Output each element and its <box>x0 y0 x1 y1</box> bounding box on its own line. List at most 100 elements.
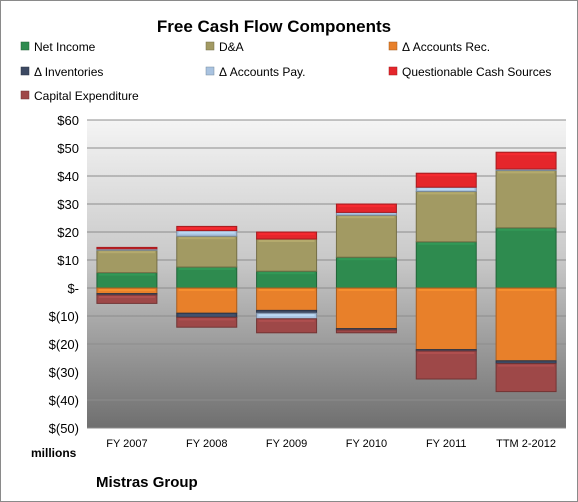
bar-highlight <box>338 205 395 207</box>
bar-segment <box>176 235 238 268</box>
y-tick-label: $10 <box>57 253 79 268</box>
bar-segment <box>335 287 397 330</box>
bar-segment <box>96 249 158 274</box>
legend-label: Capital Expenditure <box>34 89 139 103</box>
bar-highlight <box>498 153 555 156</box>
y-tick-label: $- <box>67 281 79 296</box>
x-tick-label: FY 2010 <box>346 438 387 450</box>
legend: Net Income D&A Δ Accounts Rec. Δ Inventorie… <box>20 40 551 103</box>
legend-swatch <box>388 41 398 51</box>
company-label: Mistras Group <box>96 474 198 491</box>
bar-segment <box>415 190 477 243</box>
plot-area <box>87 120 566 428</box>
legend-swatch <box>205 66 215 76</box>
bar-segment <box>495 227 557 289</box>
x-tick-label: TTM 2-2012 <box>496 438 556 450</box>
legend-item: Δ Accounts Pay. <box>205 65 306 79</box>
bar-highlight <box>258 272 315 275</box>
legend-label: Questionable Cash Sources <box>402 65 551 79</box>
bar-segment <box>176 316 238 328</box>
bar-segment <box>256 287 318 311</box>
bar-segment <box>415 287 477 351</box>
bar-highlight <box>98 289 155 291</box>
bar-segment <box>335 203 397 213</box>
bar-segment <box>256 238 318 272</box>
bar-highlight <box>418 242 475 245</box>
chart-title: Free Cash Flow Components <box>157 17 391 36</box>
bar-highlight <box>178 314 235 317</box>
bar-segment <box>96 294 158 304</box>
legend-swatch <box>20 90 30 100</box>
bar-highlight <box>498 228 555 231</box>
bar-highlight <box>498 171 555 174</box>
bar-segment <box>335 329 397 334</box>
bar-segment <box>415 172 477 188</box>
legend-label: Δ Accounts Rec. <box>402 40 490 54</box>
y-tick-label: $(30) <box>49 365 79 380</box>
bar-segment <box>495 151 557 170</box>
legend-label: Δ Inventories <box>34 65 103 79</box>
y-tick-label: $(10) <box>49 309 79 324</box>
x-tick-label: FY 2007 <box>106 438 147 450</box>
legend-item: Questionable Cash Sources <box>388 65 551 79</box>
bar-highlight <box>338 258 395 261</box>
bar-highlight <box>178 318 235 321</box>
bar-highlight <box>338 289 395 291</box>
bar-segment <box>335 256 397 289</box>
bar-segment <box>176 266 238 289</box>
y-tick-label: $30 <box>57 197 79 212</box>
bar-highlight <box>178 231 235 234</box>
bar-highlight <box>98 273 155 276</box>
y-tick-label: $(50) <box>49 421 79 436</box>
y-tick-label: $60 <box>57 113 79 128</box>
x-tick-label: FY 2008 <box>186 438 227 450</box>
bar-highlight <box>258 319 315 322</box>
legend-label: Δ Accounts Pay. <box>219 65 306 79</box>
bar-segment <box>96 246 158 250</box>
bar-segment <box>495 287 557 362</box>
bar-segment <box>415 241 477 289</box>
legend-item: Δ Inventories <box>20 65 103 79</box>
x-tick-labels: FY 2007 FY 2008 FY 2009 FY 2010 FY 2011 TTM 2… <box>106 438 556 450</box>
bar-highlight <box>498 364 555 367</box>
bar-highlight <box>98 296 155 298</box>
bar-highlight <box>418 352 475 354</box>
bar-highlight <box>178 227 235 230</box>
bar-highlight <box>418 289 475 291</box>
bar-highlight <box>258 314 315 317</box>
bar-segment <box>335 214 397 258</box>
legend-swatch <box>205 41 215 51</box>
y-tick-label: $(40) <box>49 393 79 408</box>
bar-highlight <box>258 289 315 291</box>
units-label: millions <box>31 446 77 460</box>
legend-label: D&A <box>219 40 244 54</box>
legend-item: Capital Expenditure <box>20 89 139 103</box>
bar-segment <box>495 169 557 229</box>
x-tick-label: FY 2009 <box>266 438 307 450</box>
bars <box>96 151 557 393</box>
bar-highlight <box>178 237 235 240</box>
bar-highlight <box>498 289 555 291</box>
legend-label: Net Income <box>34 40 96 54</box>
legend-item: Δ Accounts Rec. <box>388 40 490 54</box>
legend-swatch <box>388 66 398 76</box>
legend-item: Net Income <box>20 40 96 54</box>
bar-segment <box>176 287 238 314</box>
y-tick-label: $40 <box>57 169 79 184</box>
x-tick-label: FY 2011 <box>426 438 467 450</box>
bar-highlight <box>258 240 315 242</box>
bar-highlight <box>338 216 395 219</box>
bar-highlight <box>98 251 155 254</box>
legend-item: D&A <box>205 40 244 54</box>
bar-segment <box>415 350 477 380</box>
bar-segment <box>495 363 557 393</box>
y-tick-label: $20 <box>57 225 79 240</box>
legend-swatch <box>20 41 30 51</box>
bar-segment <box>256 318 318 334</box>
bar-segment <box>256 231 318 240</box>
y-tick-label: $50 <box>57 141 79 156</box>
bar-highlight <box>418 192 475 195</box>
y-tick-labels: $60 $50 $40 $30 $20 $10 $- $(10) $(20) $(30) $(40)… <box>49 113 79 436</box>
